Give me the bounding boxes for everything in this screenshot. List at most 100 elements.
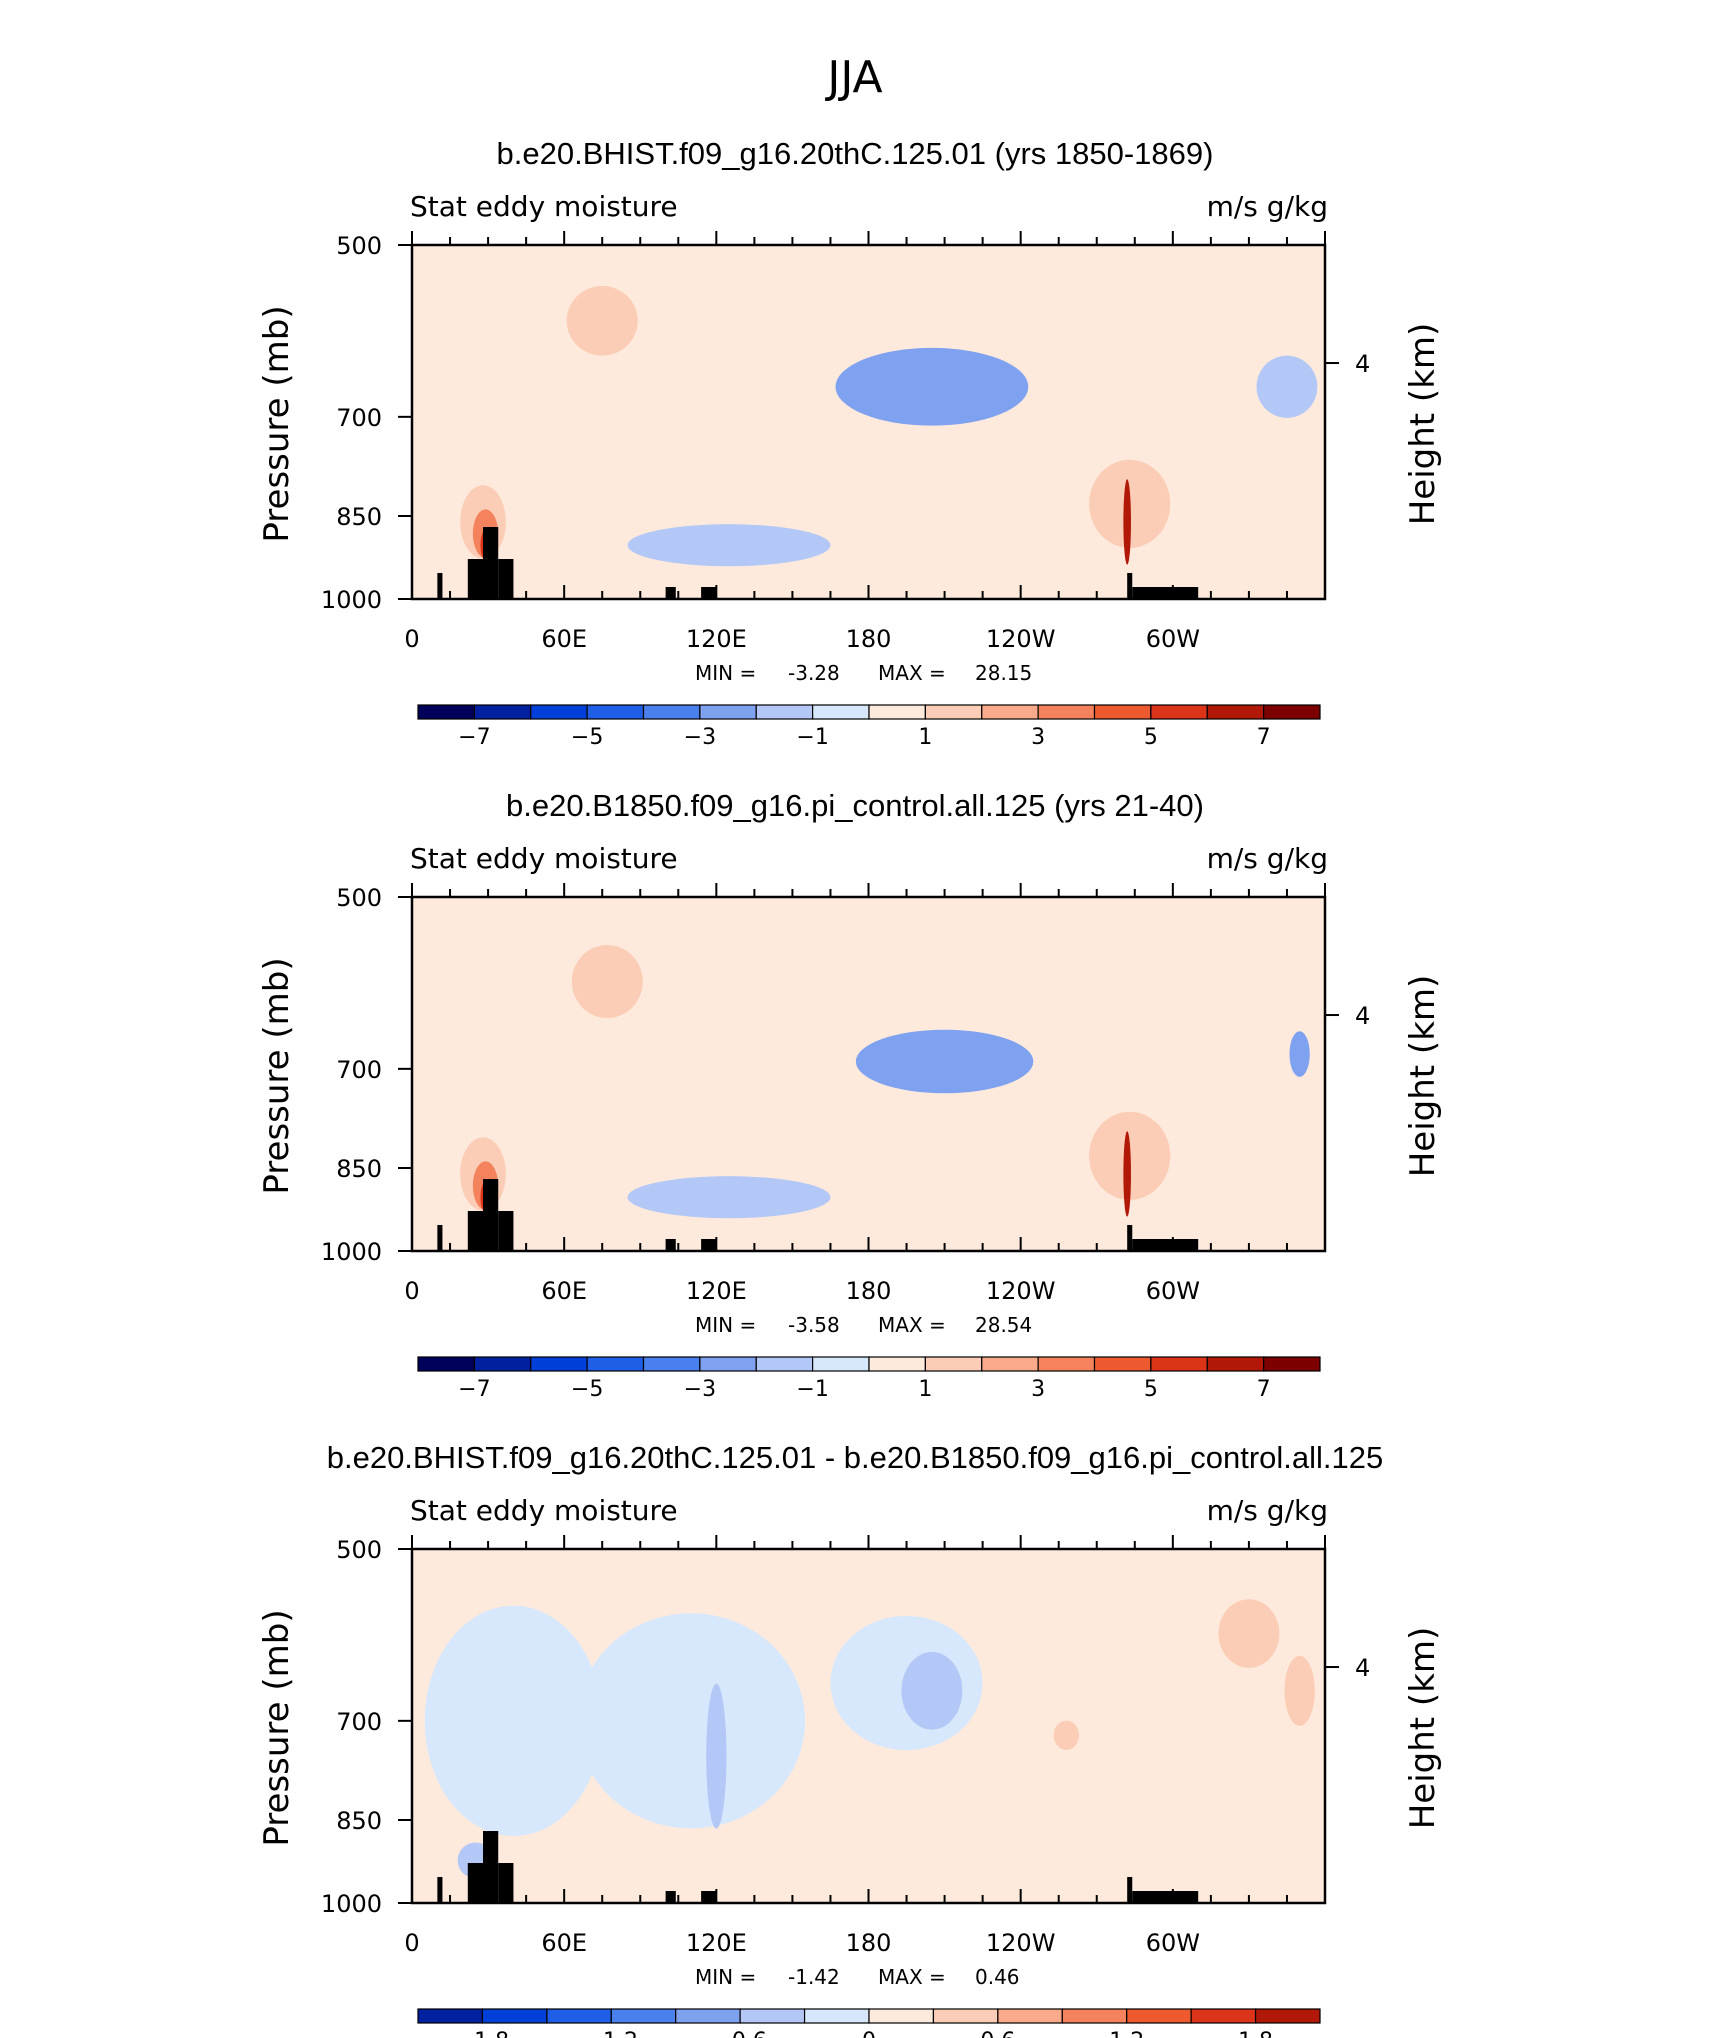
colorbar-label: −5 <box>571 1377 603 1402</box>
panel-control: b.e20.B1850.f09_g16.pi_control.all.125 (… <box>257 788 1443 1402</box>
colorbar-box <box>417 704 475 720</box>
colorbar-label: 1.8 <box>1238 2029 1273 2038</box>
colorbar-box <box>868 2008 935 2024</box>
y2-tick-label: 4 <box>1355 1002 1370 1030</box>
x-tick-label: 120E <box>686 1929 747 1957</box>
x-tick-label: 180 <box>846 1277 892 1305</box>
topography-block <box>1127 1877 1133 1903</box>
colorbar-box <box>1061 2008 1128 2024</box>
topography-block <box>1127 573 1133 599</box>
colorbar-box <box>546 2008 612 2024</box>
colorbar-label: −1.2 <box>585 2029 638 2038</box>
field-layer <box>412 1549 1325 1903</box>
topography-block <box>483 527 499 599</box>
topography-block <box>498 1211 514 1251</box>
colorbar-box <box>1037 1356 1096 1372</box>
colorbar-box <box>417 1356 475 1372</box>
contour-region <box>1123 479 1131 565</box>
y2-axis-label: Height (km) <box>1403 1627 1443 1830</box>
topography-block <box>701 1239 717 1251</box>
colorbar-box <box>586 1356 645 1372</box>
colorbar-box <box>1206 1356 1265 1372</box>
max-label: MAX = <box>878 661 946 685</box>
left-string: Stat eddy moisture <box>410 842 678 875</box>
colorbar-box <box>1263 1356 1321 1372</box>
colorbar-box <box>803 2008 870 2024</box>
y2-axis-label: Height (km) <box>1403 323 1443 526</box>
colorbar-box <box>642 1356 701 1372</box>
colorbar-label: −1 <box>796 1377 828 1402</box>
colorbar-box <box>699 704 757 720</box>
topography-block <box>665 587 676 599</box>
left-string: Stat eddy moisture <box>410 190 678 223</box>
colorbar-label: 1 <box>918 1377 932 1402</box>
right-string: m/s g/kg <box>1207 842 1328 875</box>
contour-region <box>1256 355 1318 418</box>
colorbar-box <box>868 704 926 720</box>
y-tick-label: 700 <box>336 1056 382 1084</box>
topography-block <box>498 1863 514 1903</box>
topography-block <box>1127 1225 1133 1251</box>
x-tick-label: 120W <box>986 625 1056 653</box>
x-tick-label: 120E <box>686 1277 747 1305</box>
y-axis-label: Pressure (mb) <box>257 957 297 1194</box>
colorbar-box <box>530 1356 588 1372</box>
contour-region <box>627 524 831 567</box>
topography-block <box>437 573 443 599</box>
contour-region <box>576 1613 806 1829</box>
colorbar-label: 5 <box>1144 1377 1158 1402</box>
right-string: m/s g/kg <box>1207 190 1328 223</box>
colorbar-label: 7 <box>1257 1377 1271 1402</box>
topography-block <box>437 1877 443 1903</box>
colorbar-box <box>699 1356 757 1372</box>
colorbar-box <box>1150 1356 1208 1372</box>
field-layer <box>412 897 1325 1251</box>
y-axis-label: Pressure (mb) <box>257 305 297 542</box>
colorbar-label: −1.8 <box>456 2029 509 2038</box>
contour-region <box>424 1605 603 1837</box>
colorbar-box <box>473 1356 532 1372</box>
min-label: MIN = <box>695 661 756 685</box>
topography-block <box>665 1891 676 1903</box>
min-label: MIN = <box>695 1313 756 1337</box>
topography-block <box>483 1831 499 1903</box>
y-tick-label: 700 <box>336 404 382 432</box>
page-title: JJA <box>824 52 882 103</box>
colorbar-box <box>812 1356 870 1372</box>
x-tick-label: 180 <box>846 625 892 653</box>
topography-block <box>483 1179 499 1251</box>
topography-block <box>437 1225 443 1251</box>
colorbar-box <box>981 704 1039 720</box>
x-tick-label: 60E <box>541 1929 587 1957</box>
contour-region <box>1218 1599 1280 1668</box>
max-label: MAX = <box>878 1965 946 1989</box>
contour-region <box>627 1176 831 1219</box>
colorbar-label: 0 <box>862 2029 876 2038</box>
topography-block <box>1132 587 1199 599</box>
min-label: MIN = <box>695 1965 756 1989</box>
x-tick-label: 0 <box>404 1277 419 1305</box>
contour-region <box>1284 1655 1315 1726</box>
colorbar-box <box>417 2008 484 2024</box>
colorbar-box <box>1254 2008 1321 2024</box>
left-string: Stat eddy moisture <box>410 1494 678 1527</box>
max-label: MAX = <box>878 1313 946 1337</box>
colorbar-box <box>473 704 532 720</box>
colorbar-label: 1.2 <box>1109 2029 1144 2038</box>
colorbar-box <box>1126 2008 1192 2024</box>
colorbar-label: 1 <box>918 725 932 750</box>
y-tick-label: 500 <box>336 884 382 912</box>
x-tick-label: 60W <box>1146 1929 1200 1957</box>
y-tick-label: 1000 <box>321 586 382 614</box>
topography-block <box>665 1239 676 1251</box>
x-tick-label: 0 <box>404 625 419 653</box>
contour-region <box>1289 1031 1310 1077</box>
x-tick-label: 120W <box>986 1929 1056 1957</box>
colorbar-label: −5 <box>571 725 603 750</box>
contour-region <box>706 1683 727 1829</box>
x-tick-label: 180 <box>846 1929 892 1957</box>
y-tick-label: 700 <box>336 1708 382 1736</box>
colorbar-box <box>1093 704 1152 720</box>
y-tick-label: 1000 <box>321 1890 382 1918</box>
